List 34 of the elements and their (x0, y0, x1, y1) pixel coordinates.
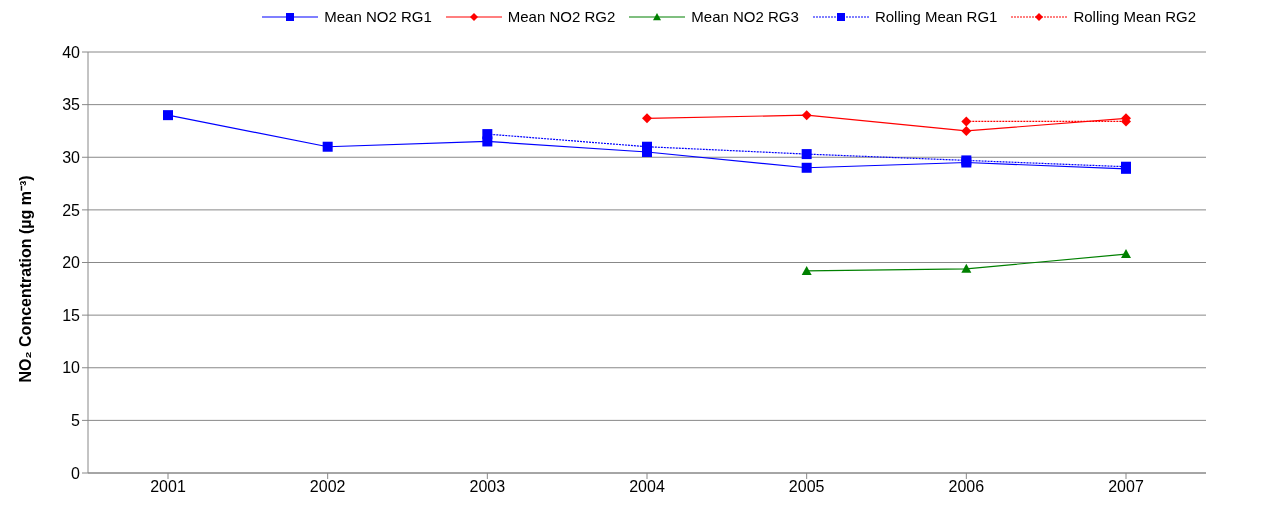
point (1121, 249, 1131, 259)
y-tick-label: 5 (71, 412, 81, 430)
x-tick-label: 2005 (788, 478, 825, 496)
point (482, 129, 493, 140)
point (322, 141, 333, 152)
legend-label: Mean NO2 RG2 (506, 8, 616, 25)
y-tick-label: 25 (62, 201, 81, 219)
x-tick-label: 2004 (629, 478, 665, 496)
y-tick-label: 30 (62, 148, 81, 166)
point (961, 116, 972, 127)
point (961, 125, 972, 136)
legend-label: Rolling Mean RG1 (873, 8, 998, 25)
y-tick-label: 40 (62, 43, 81, 61)
point (801, 110, 812, 121)
y-tick-label: 20 (62, 254, 81, 272)
point (801, 162, 812, 173)
y-tick-label: 35 (62, 96, 81, 114)
legend-label: Mean NO2 RG3 (690, 8, 799, 25)
y-axis-title: NO₂ Concentration (µg m⁻³) (16, 175, 34, 383)
point (961, 263, 972, 273)
point (642, 113, 652, 124)
y-tick-label: 15 (62, 306, 81, 324)
x-tick-label: 2007 (1108, 478, 1144, 496)
y-tick-label: 0 (71, 464, 81, 482)
x-tick-label: 2002 (309, 478, 346, 496)
legend-label: Rolling Mean RG2 (1072, 8, 1196, 25)
y-tick-label: 10 (62, 359, 81, 377)
x-tick-label: 2006 (948, 478, 985, 496)
x-tick-label: 2003 (469, 478, 506, 496)
point (801, 265, 812, 275)
x-tick-label: 2001 (150, 478, 186, 496)
point (163, 110, 173, 121)
legend-label: Mean NO2 RG1 (323, 8, 432, 25)
point (801, 149, 812, 160)
